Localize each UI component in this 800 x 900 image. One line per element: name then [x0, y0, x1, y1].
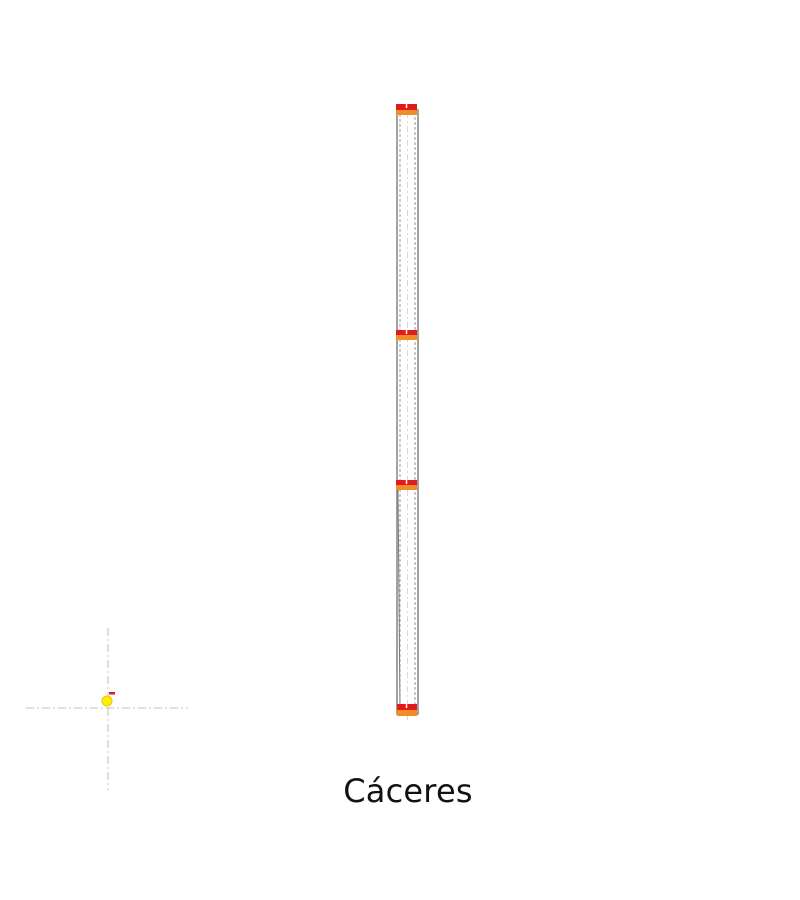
marker-top-base: [396, 110, 417, 115]
track-diagonal-line: [397, 489, 401, 711]
marker-bottom[interactable]: [397, 704, 417, 716]
location-caption: Cáceres: [343, 772, 473, 810]
marker-top[interactable]: [396, 104, 417, 115]
vertical-track[interactable]: [396, 109, 419, 722]
marker-lower-middle-base: [396, 485, 417, 490]
marker-bottom-base: [397, 710, 417, 716]
marker-lower-middle[interactable]: [396, 480, 417, 490]
marker-upper-middle-base: [396, 335, 417, 340]
reference-crosshair: [26, 628, 188, 790]
cursor-flag-icon: [109, 692, 115, 695]
marker-upper-middle[interactable]: [396, 330, 417, 340]
cursor-marker[interactable]: [101, 695, 113, 707]
